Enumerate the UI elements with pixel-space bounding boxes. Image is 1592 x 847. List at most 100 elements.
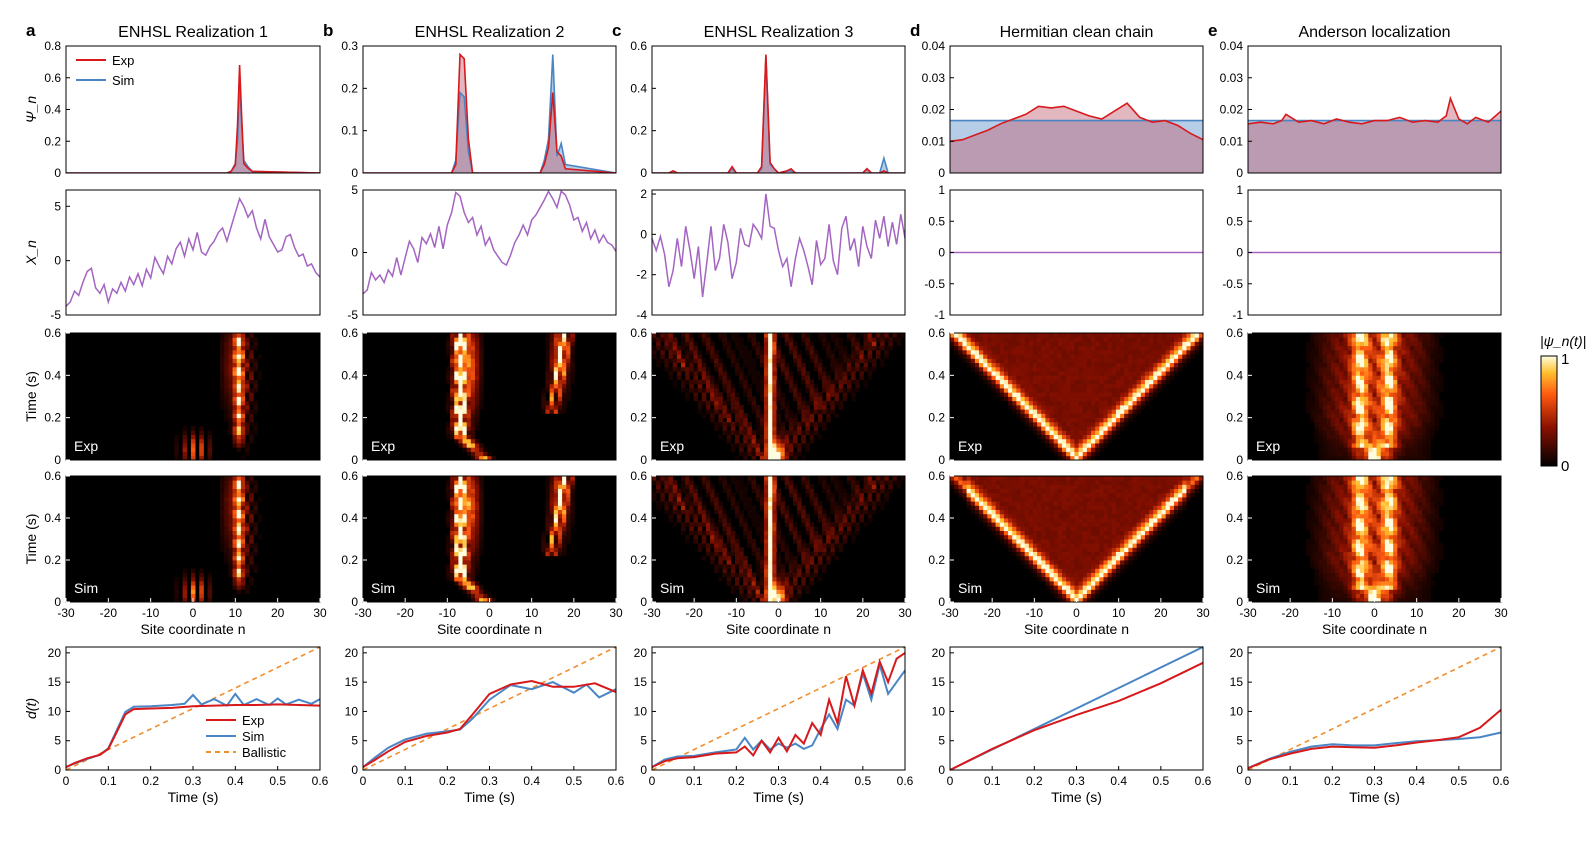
x-tick-label: -30	[354, 606, 372, 620]
y-tick-label: 0	[1236, 453, 1243, 467]
y-tick-label: 0.2	[928, 553, 945, 567]
axes-frame	[651, 332, 906, 461]
x-tick-label: 0.1	[100, 774, 117, 788]
y-tick-label: 0.04	[922, 39, 946, 53]
y-tick-label: 2	[640, 187, 647, 201]
y-tick-label: 0.8	[44, 39, 61, 53]
y-tick-label: 0	[54, 254, 61, 268]
y-tick-label: 10	[345, 704, 359, 718]
y-tick-label: 5	[54, 734, 61, 748]
x-tick-label: -20	[983, 606, 1001, 620]
axes-frame	[949, 332, 1204, 461]
x-tick-label: 0.2	[439, 774, 456, 788]
chart-a-heatmap-sim: 0 0.2 0.4 0.6 -30 -20 -10 0 10 20 30 Site coordinat…	[23, 469, 327, 637]
y-tick-label: 0	[351, 595, 358, 609]
x-tick-label: 0.5	[269, 774, 286, 788]
x-tick-label: 0.4	[1110, 774, 1127, 788]
x-tick-label: 0.6	[608, 774, 625, 788]
y-tick-label: 20	[345, 646, 359, 660]
heatmap-cells	[445, 333, 575, 461]
y-tick-label: 0	[1236, 246, 1243, 260]
chart-e-heatmap-exp: 0 0.2 0.4 0.6 Exp	[1226, 326, 1502, 467]
heatmap-background	[363, 333, 616, 460]
colorbar-gradient	[1540, 355, 1558, 467]
chart-a-spread: 0 5 10 15 20 0 0.1 0.2 0.3 0.4 0.5 0.6 Time (s) d(t) E…	[23, 646, 329, 805]
series-sim	[362, 681, 617, 768]
exp-line	[950, 102, 1203, 143]
y-tick-label: 0.2	[44, 134, 61, 148]
chart-d-heatmap-sim: 0 0.2 0.4 0.6 -30 -20 -10 0 10 20 30 Site coordinat…	[928, 469, 1210, 637]
exp-area	[66, 65, 320, 173]
heatmap-cells	[174, 476, 263, 603]
legend-exp-label: Exp	[112, 53, 134, 68]
y-tick-label: 0.2	[341, 81, 358, 95]
panel-title-b: ENHSL Realization 2	[415, 24, 565, 41]
y-tick-label: 0	[640, 227, 647, 241]
x-tick-label: 0	[486, 606, 493, 620]
y-tick-label: 10	[932, 704, 946, 718]
y-axis-label: Ψ_n	[23, 96, 39, 123]
y-tick-label: 0.4	[44, 368, 61, 382]
y-tick-label: 1	[938, 183, 945, 197]
y-tick-label: 0.2	[44, 553, 61, 567]
x-tick-label: 0.5	[565, 774, 582, 788]
y-tick-label: 0.2	[928, 411, 945, 425]
y-tick-label: 20	[48, 646, 62, 660]
y-tick-label: 0.4	[341, 368, 358, 382]
heatmap-tag: Sim	[958, 580, 982, 596]
y-tick-label: 0.4	[630, 81, 647, 95]
y-tick-label: 0.01	[1220, 134, 1244, 148]
chart-b-heatmap-exp: 0 0.2 0.4 0.6 Exp	[341, 326, 617, 467]
axes-frame	[65, 189, 321, 316]
x-tick-label: 10	[229, 606, 243, 620]
chart-d-heatmap-exp: 0 0.2 0.4 0.6 Exp	[928, 326, 1204, 467]
axes-frame	[651, 646, 906, 771]
chart-b-profile: 0 0.1 0.2 0.3	[341, 39, 617, 180]
panel-letter-d: d	[910, 21, 920, 40]
x-tick-label: 0.1	[397, 774, 414, 788]
y-tick-label: 0.2	[1226, 411, 1243, 425]
series-sim	[1247, 731, 1502, 770]
y-tick-label: 0	[640, 763, 647, 777]
y-tick-label: 0.02	[922, 103, 946, 117]
y-tick-label: -5	[50, 308, 61, 322]
legend-label-exp: Exp	[242, 713, 264, 728]
colorbar-min-label: 0	[1561, 458, 1569, 475]
heatmap-tag: Exp	[660, 438, 684, 454]
x-tick-label: 0.6	[1195, 774, 1212, 788]
heatmap-cells	[652, 476, 906, 603]
y-tick-label: 0	[351, 763, 358, 777]
chart-b-heatmap-sim: 0 0.2 0.4 0.6 -30 -20 -10 0 10 20 30 Site coordinat…	[341, 469, 623, 637]
y-tick-label: 0.2	[1226, 553, 1243, 567]
y-tick-label: -2	[636, 268, 647, 282]
chart-e-profile: 0 0.01 0.02 0.03 0.04	[1220, 39, 1502, 180]
y-tick-label: 5	[640, 734, 647, 748]
x-tick-label: 0	[649, 774, 656, 788]
series-exp	[65, 703, 321, 769]
axes-frame	[362, 45, 617, 174]
sim-area	[1248, 120, 1501, 173]
colorbar-max-label: 1	[1561, 351, 1569, 368]
x-tick-label: 30	[898, 606, 912, 620]
heatmap-cells	[950, 333, 1204, 461]
profile-plot	[652, 54, 905, 173]
exp-area	[652, 54, 905, 173]
x-tick-label: 0.4	[227, 774, 244, 788]
exp-line	[66, 64, 320, 173]
y-tick-label: 0.5	[928, 214, 945, 228]
exp-line	[652, 54, 905, 173]
x-axis-label: Time (s)	[1349, 789, 1400, 805]
colorbar-label: |ψ_n(t)|	[1540, 333, 1586, 349]
x-tick-label: 0.4	[523, 774, 540, 788]
x-axis-label: Site coordinate n	[1322, 621, 1427, 637]
x-axis-label: Site coordinate n	[437, 621, 542, 637]
sim-area	[950, 120, 1203, 173]
y-tick-label: 0	[351, 246, 358, 260]
x-tick-label: 0.1	[686, 774, 703, 788]
axes-frame	[651, 45, 906, 174]
y-tick-label: 0.2	[630, 124, 647, 138]
legend-label-sim: Sim	[242, 729, 264, 744]
x-tick-label: 0.1	[1282, 774, 1299, 788]
series-ballistic	[362, 646, 617, 771]
y-tick-label: 0	[938, 166, 945, 180]
